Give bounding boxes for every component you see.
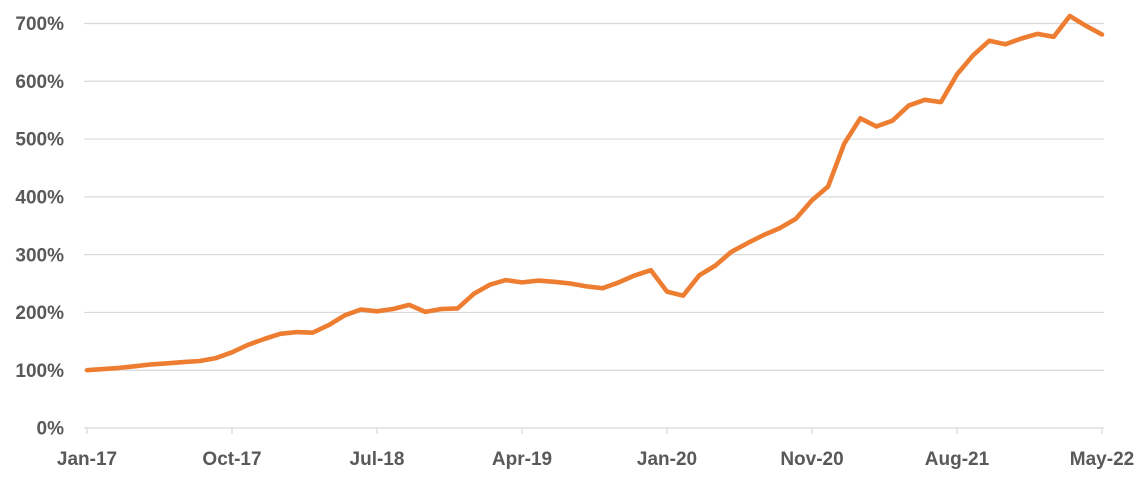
x-axis-label: Oct-17: [202, 449, 261, 470]
y-axis-label: 300%: [15, 245, 64, 266]
x-axis-label: Jul-18: [350, 449, 405, 470]
gridlines: [84, 22, 1104, 429]
y-axis-labels: 0% 100% 200% 300% 400% 500% 600% 700%: [15, 14, 65, 440]
y-axis-label: 0%: [37, 419, 65, 440]
y-axis-label: 600%: [15, 72, 64, 93]
x-axis-label: Jan-17: [57, 449, 117, 470]
y-axis-label: 400%: [15, 188, 64, 209]
x-axis-labels: Jan-17 Oct-17 Jul-18 Apr-19 Jan-20 Nov-20 Aug-…: [57, 449, 1134, 470]
y-axis-label: 100%: [15, 361, 64, 382]
x-axis-label: Aug-21: [925, 449, 990, 470]
x-axis-label: Nov-20: [780, 449, 843, 470]
y-axis-label: 700%: [15, 14, 64, 35]
y-axis-label: 500%: [15, 130, 64, 151]
x-axis-label: Jan-20: [637, 449, 697, 470]
series-group: [84, 13, 1105, 373]
x-axis-ticks: [86, 428, 1103, 434]
x-axis-label: Apr-19: [492, 449, 552, 470]
series-line: [84, 13, 1105, 373]
x-axis-label: May-22: [1070, 449, 1134, 470]
y-axis-label: 200%: [15, 303, 64, 324]
